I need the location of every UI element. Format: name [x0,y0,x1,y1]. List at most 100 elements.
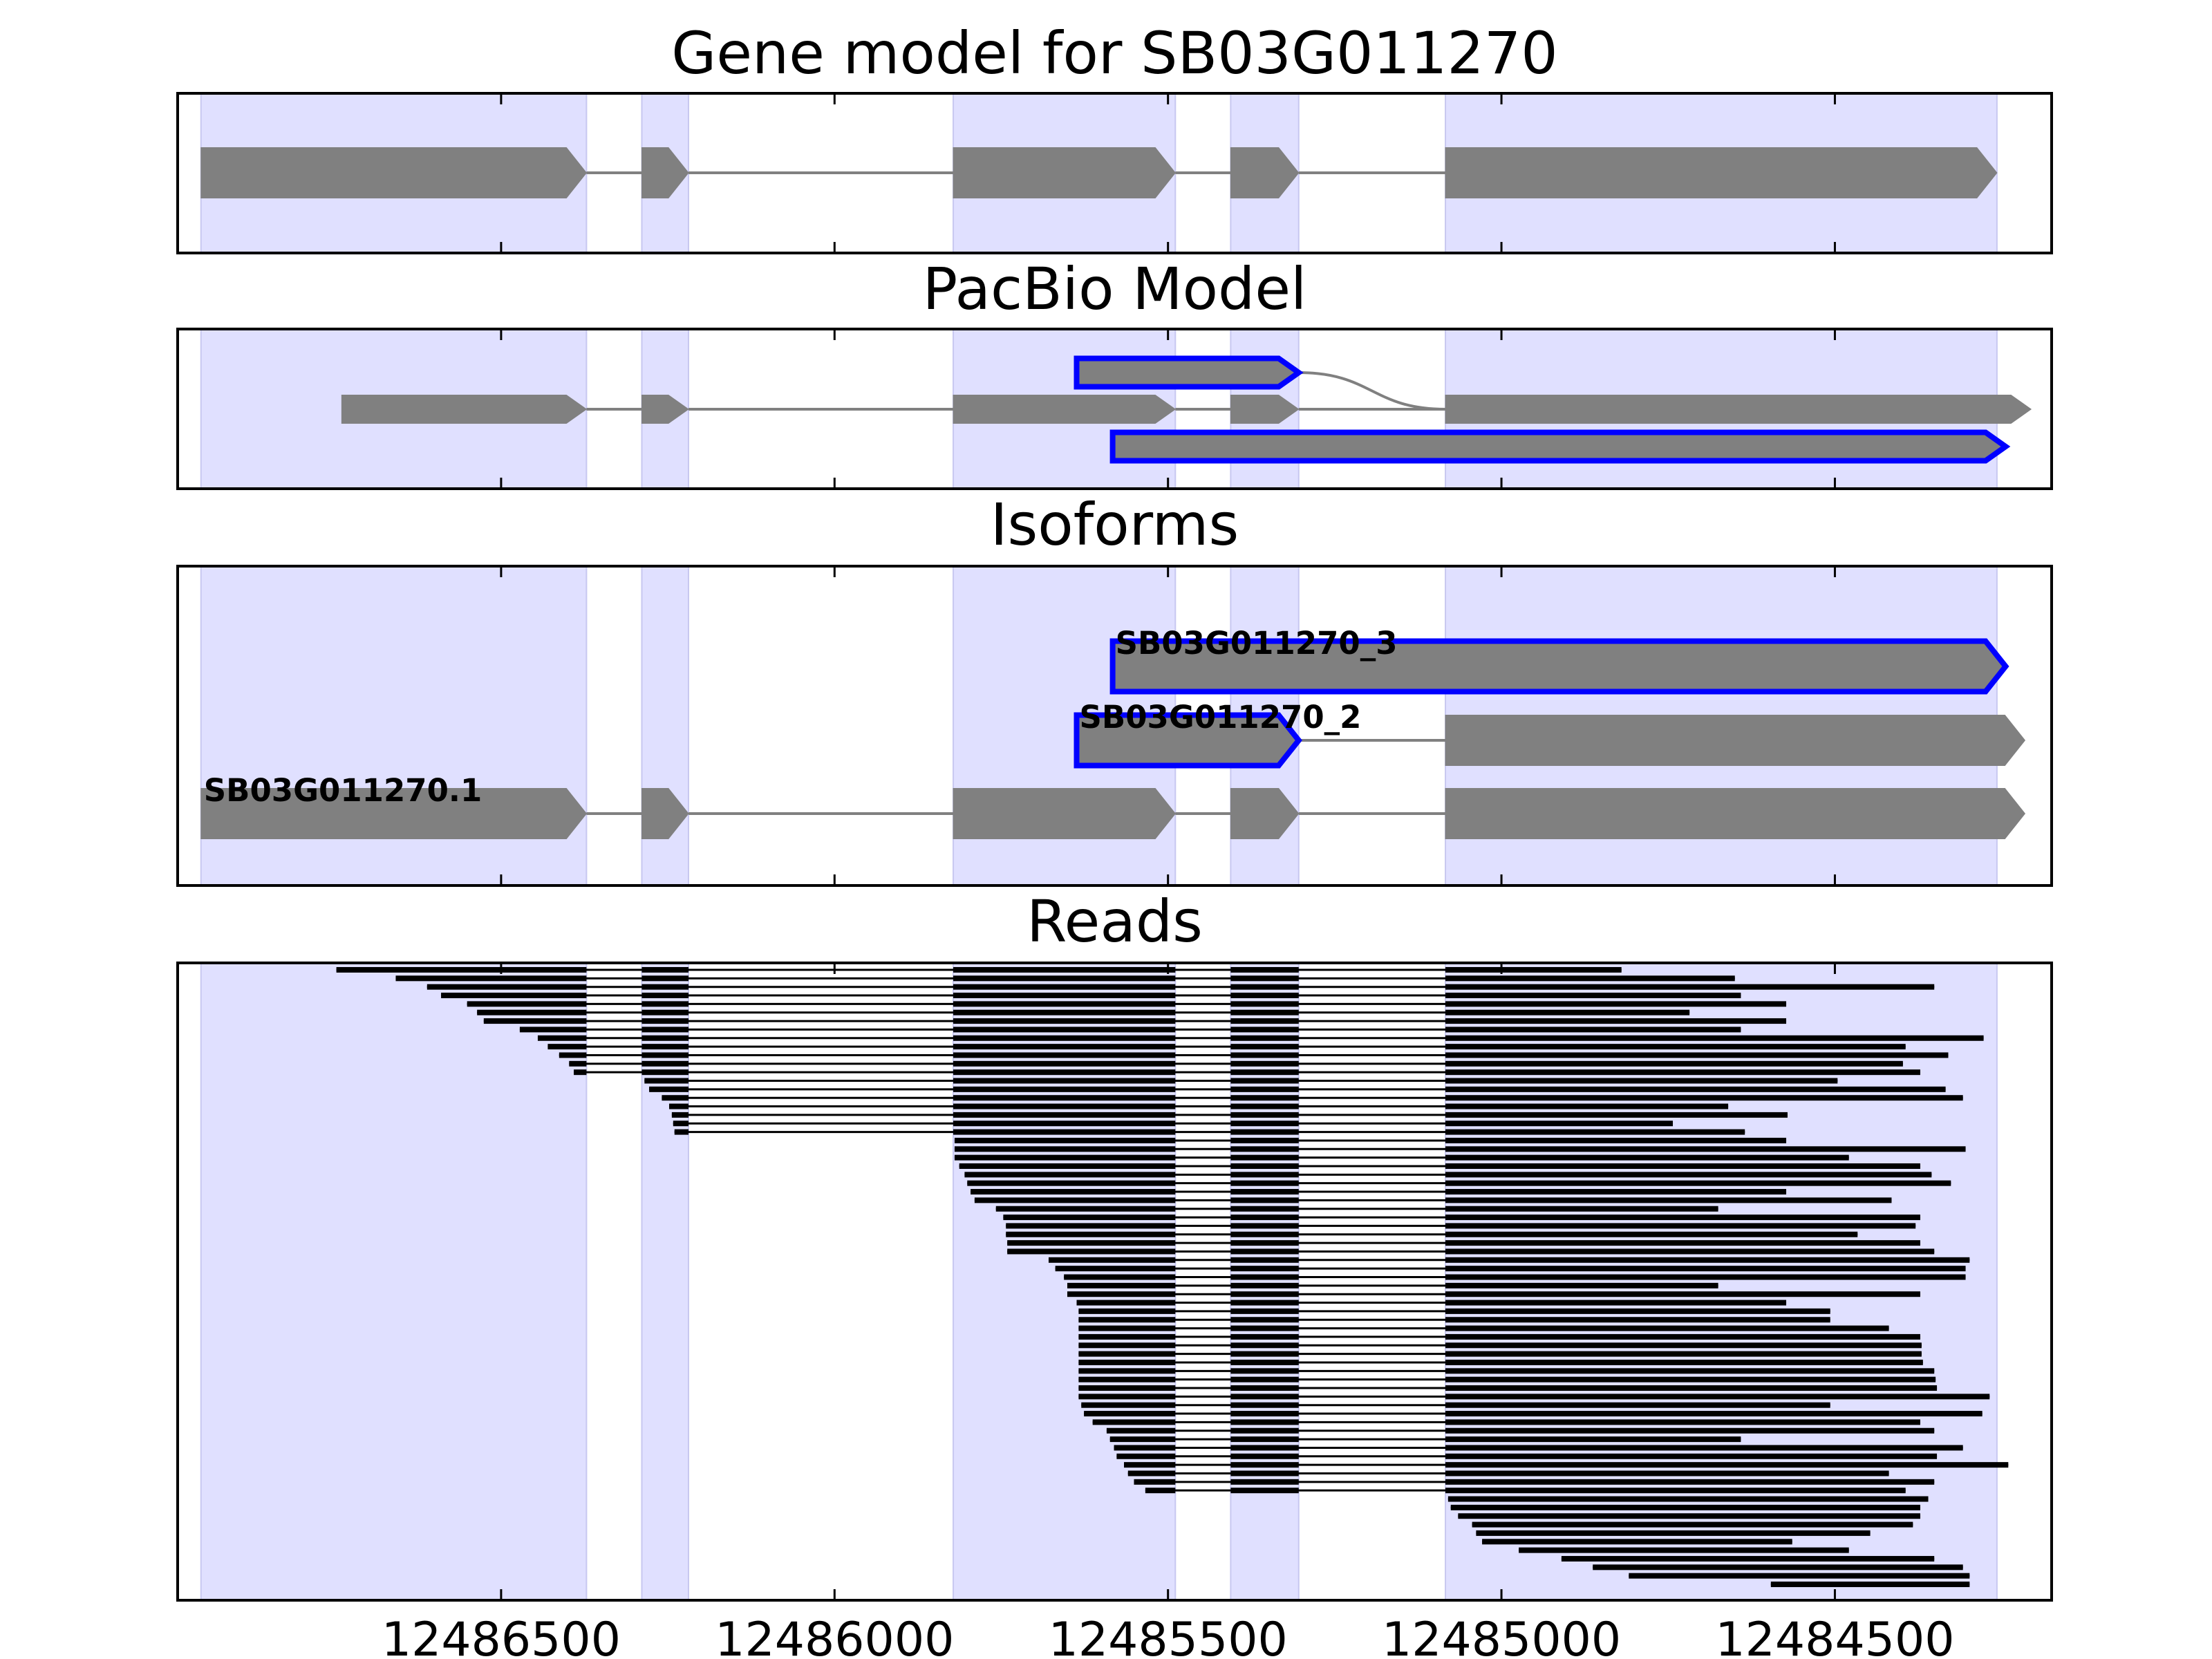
read-block [1230,1009,1299,1015]
read-block [1230,1231,1299,1237]
read-block [641,975,689,982]
exon [1230,395,1300,424]
read-block [1445,1333,1920,1340]
read-block [1081,1402,1176,1408]
exon [953,395,1177,424]
panel-frame [176,92,2053,254]
exon [1109,638,2009,695]
exon-shade [200,962,588,1601]
read-block [1445,1240,1920,1246]
read-block [953,967,1176,973]
read-block [641,1069,689,1076]
read-block [641,967,689,973]
read-block [559,1052,587,1058]
read-block [1445,1180,1951,1186]
read-block [1445,1009,1690,1015]
read-block [1445,1086,1946,1092]
read-block [1445,1060,1903,1067]
x-tick-label: 12484500 [1715,1613,1954,1659]
read-block [1450,1504,1920,1510]
read-block [1445,1121,1674,1127]
read-block [1445,1479,1935,1485]
read-block [1230,1001,1299,1007]
read-block [1230,1394,1299,1400]
x-tick-label: 12486000 [715,1613,954,1659]
read-block [673,1121,689,1127]
read-block [1445,1257,1970,1263]
read-block [1230,984,1299,990]
read-block [1230,1266,1299,1272]
read-block [1445,1342,1922,1349]
read-block [953,1121,1176,1127]
read-block [1230,1248,1299,1255]
read-block [1445,1325,1889,1331]
read-block [1106,1427,1176,1434]
read-block [1230,1215,1299,1221]
exon [1230,788,1300,839]
read-block [1230,1206,1299,1212]
read-block [971,1189,1176,1195]
read-block [1230,1479,1299,1485]
read-block [1230,1282,1299,1288]
exon [200,788,588,839]
exon [1109,429,2011,464]
read-block [1445,1427,1935,1434]
read-block [1230,1078,1299,1084]
read-block [427,984,587,990]
exon [1445,715,2026,766]
read-block [1445,1231,1858,1237]
read-block [1230,1197,1299,1203]
read-block [1230,1112,1299,1118]
read-block [1445,1052,1949,1058]
read-block [641,1018,689,1024]
read-block [1230,1445,1299,1451]
exon [1445,788,2026,839]
read-block [1007,1240,1176,1246]
read-block [974,1197,1176,1203]
read-block [1445,1351,1922,1357]
read-block [1445,1470,1889,1477]
read-block [1472,1521,1913,1528]
read-block [1230,1189,1299,1195]
exon [641,788,689,839]
read-block [1230,1436,1299,1443]
read-block [662,1095,689,1101]
read-block [547,1044,587,1050]
read-block [954,1146,1176,1152]
read-block [953,1001,1176,1007]
read-block [1445,1419,1920,1425]
read-block [1230,1154,1299,1161]
read-block [1445,1266,1966,1272]
read-block [644,1078,689,1084]
exon [1445,395,2032,424]
read-block [1445,1103,1729,1109]
read-block [953,984,1176,990]
read-block [953,1060,1176,1067]
read-block [1230,1488,1299,1494]
read-block [1078,1368,1176,1374]
exon [1445,147,1998,198]
read-block [1230,1172,1299,1178]
read-block [1078,1376,1176,1382]
exon [1074,712,1302,769]
read-block [1445,1095,1963,1101]
read-block [1445,1163,1920,1169]
read-block [1078,1333,1176,1340]
read-block [1445,1462,2009,1468]
exon [341,395,588,424]
read-block [1445,1078,1838,1084]
read-block [1078,1394,1176,1400]
read-block [1055,1266,1176,1272]
read-block [1230,1317,1299,1323]
x-tick-label: 12485000 [1382,1613,1621,1659]
read-block [671,1112,689,1118]
exon [953,788,1176,839]
exon [1074,355,1304,390]
read-block [1445,1394,1990,1400]
read-block [1127,1470,1176,1477]
read-block [1078,1359,1176,1365]
read-block [1007,1248,1176,1255]
read-block [1445,1027,1741,1033]
read-block [1593,1564,1963,1571]
read-block [1445,1206,1718,1212]
